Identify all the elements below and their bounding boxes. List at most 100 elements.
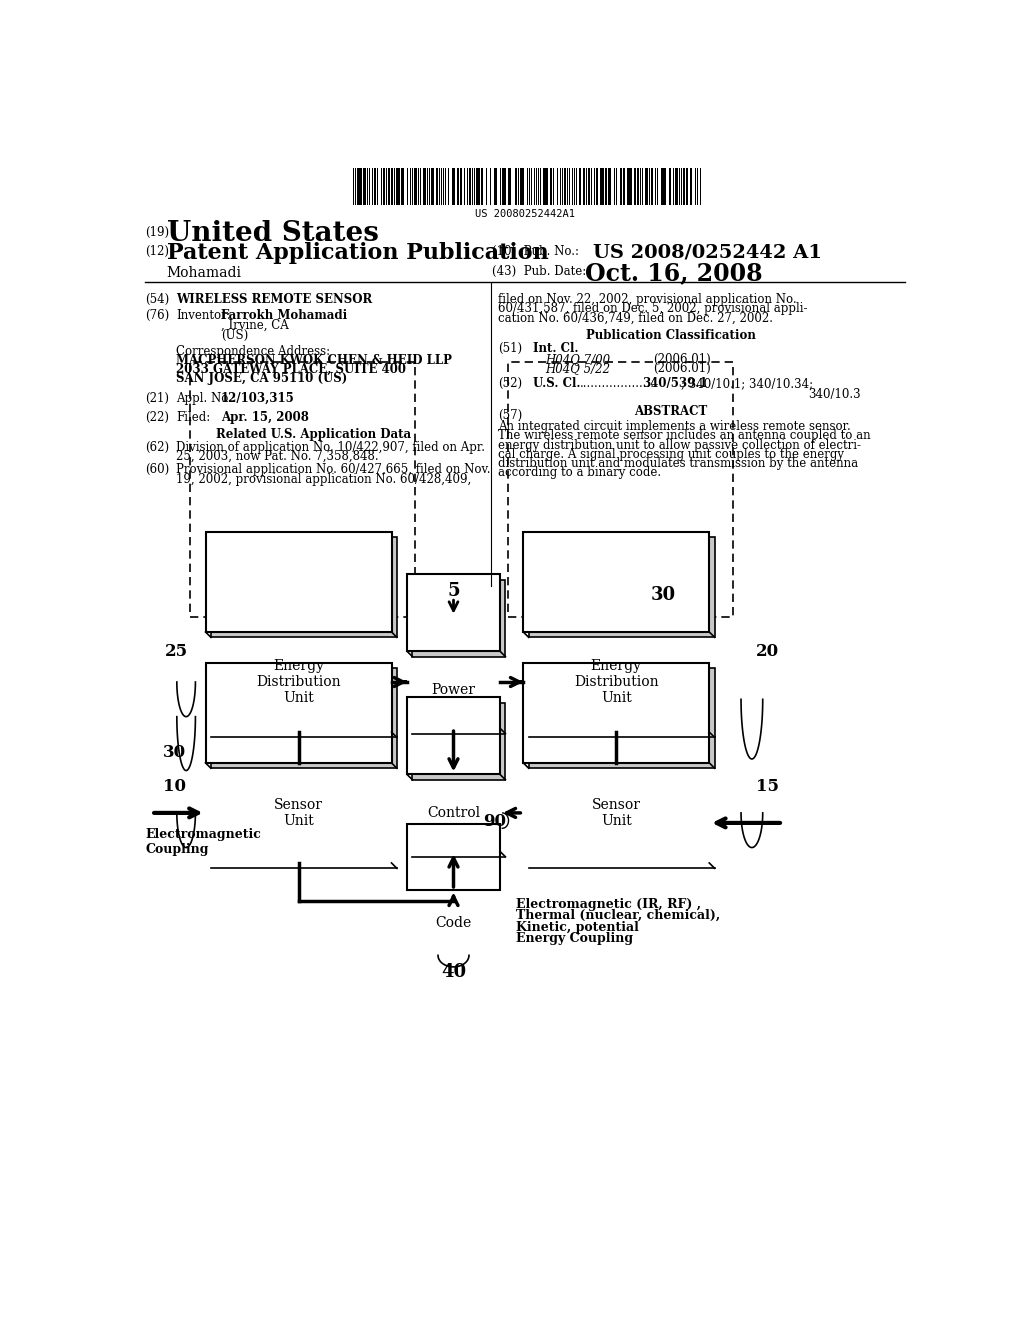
Text: (60): (60) xyxy=(145,463,169,477)
Text: Apr. 15, 2008: Apr. 15, 2008 xyxy=(221,411,309,424)
Text: Inventor:: Inventor: xyxy=(176,309,230,322)
Bar xyxy=(489,168,492,205)
Text: Mohamadi: Mohamadi xyxy=(167,267,242,280)
Text: (22): (22) xyxy=(145,411,169,424)
Text: ; 340/10.1; 340/10.34;: ; 340/10.1; 340/10.34; xyxy=(681,378,813,391)
Bar xyxy=(646,168,648,205)
Text: (54): (54) xyxy=(145,293,169,306)
Text: Division of application No. 10/422,907, filed on Apr.: Division of application No. 10/422,907, … xyxy=(176,441,485,454)
Bar xyxy=(624,168,625,205)
Text: (2006.01): (2006.01) xyxy=(653,363,712,375)
Text: 15: 15 xyxy=(756,779,778,795)
Text: (19): (19) xyxy=(145,226,169,239)
Bar xyxy=(596,168,598,205)
Bar xyxy=(523,532,710,632)
Bar xyxy=(617,168,621,205)
Text: (43)  Pub. Date:: (43) Pub. Date: xyxy=(493,264,587,277)
Text: The wireless remote sensor includes an antenna coupled to an: The wireless remote sensor includes an a… xyxy=(499,429,871,442)
Bar xyxy=(649,168,650,205)
Text: Correspondence Address:: Correspondence Address: xyxy=(176,345,330,358)
Text: Related U.S. Application Data: Related U.S. Application Data xyxy=(216,428,412,441)
Bar xyxy=(528,668,715,768)
Text: Code: Code xyxy=(435,916,472,929)
Text: Energy
Distribution
Unit: Energy Distribution Unit xyxy=(256,659,341,705)
Bar xyxy=(634,168,636,205)
Text: 30: 30 xyxy=(650,586,675,603)
Text: filed on Nov. 22, 2002, provisional application No.: filed on Nov. 22, 2002, provisional appl… xyxy=(499,293,797,306)
Text: US 2008/0252442 A1: US 2008/0252442 A1 xyxy=(593,243,822,261)
Bar xyxy=(658,168,659,205)
Text: 25, 2003, now Pat. No. 7,358,848.: 25, 2003, now Pat. No. 7,358,848. xyxy=(176,450,379,463)
Text: .....................: ..................... xyxy=(580,378,658,391)
Bar xyxy=(675,168,678,205)
Bar xyxy=(627,168,629,205)
Bar xyxy=(611,168,614,205)
Text: ABSTRACT: ABSTRACT xyxy=(634,405,708,418)
Text: Patent Application Publication: Patent Application Publication xyxy=(167,242,549,264)
Text: 340/539.1: 340/539.1 xyxy=(642,378,708,391)
Bar xyxy=(642,168,643,205)
Text: Publication Classification: Publication Classification xyxy=(586,330,756,342)
Text: 12/103,315: 12/103,315 xyxy=(221,392,295,405)
Text: 2033 GATEWAY PLACE, SUITE 400: 2033 GATEWAY PLACE, SUITE 400 xyxy=(176,363,407,376)
Bar xyxy=(592,168,594,205)
Text: (62): (62) xyxy=(145,441,169,454)
Bar xyxy=(442,168,444,205)
Bar xyxy=(478,168,480,205)
Bar xyxy=(429,168,430,205)
Bar xyxy=(414,168,416,205)
Bar xyxy=(434,168,436,205)
Bar xyxy=(407,697,500,775)
Text: (51): (51) xyxy=(499,342,522,355)
Bar xyxy=(686,168,688,205)
Bar xyxy=(496,168,497,205)
Bar xyxy=(668,168,669,205)
Text: Electromagnetic
Coupling: Electromagnetic Coupling xyxy=(145,829,261,857)
Bar xyxy=(558,168,560,205)
Bar xyxy=(377,168,378,205)
Bar xyxy=(206,663,391,763)
Bar xyxy=(598,168,600,205)
Bar xyxy=(190,363,415,616)
Bar xyxy=(680,168,681,205)
Bar xyxy=(614,168,616,205)
Bar xyxy=(524,168,525,205)
Bar xyxy=(388,168,390,205)
Text: MACPHERSON KWOK CHEN & HEID LLP: MACPHERSON KWOK CHEN & HEID LLP xyxy=(176,354,452,367)
Bar xyxy=(512,168,515,205)
Text: 60/431,587, filed on Dec. 5, 2002, provisional appli-: 60/431,587, filed on Dec. 5, 2002, provi… xyxy=(499,302,808,315)
Bar xyxy=(602,168,604,205)
Text: (12): (12) xyxy=(145,246,169,259)
Text: H04Q 7/00: H04Q 7/00 xyxy=(545,354,610,366)
Bar xyxy=(481,168,483,205)
Bar xyxy=(506,168,508,205)
Bar xyxy=(408,168,410,205)
Bar xyxy=(544,168,547,205)
Bar xyxy=(438,168,440,205)
Bar xyxy=(471,168,472,205)
Bar xyxy=(419,168,420,205)
Bar xyxy=(423,168,426,205)
Bar xyxy=(370,168,372,205)
Text: An integrated circuit implements a wireless remote sensor.: An integrated circuit implements a wirel… xyxy=(499,420,851,433)
Text: (57): (57) xyxy=(499,409,522,421)
Bar xyxy=(394,168,396,205)
Bar xyxy=(211,668,397,768)
Bar xyxy=(398,168,400,205)
Text: Filed:: Filed: xyxy=(176,411,210,424)
Bar xyxy=(591,168,592,205)
Bar xyxy=(540,168,541,205)
Text: Energy Coupling: Energy Coupling xyxy=(515,932,633,945)
Bar xyxy=(548,168,550,205)
Bar xyxy=(630,168,632,205)
Bar xyxy=(488,168,489,205)
Bar xyxy=(406,168,407,205)
Bar xyxy=(518,168,520,205)
Text: 10: 10 xyxy=(163,779,186,795)
Text: Appl. No.:: Appl. No.: xyxy=(176,392,236,405)
Bar xyxy=(469,168,471,205)
Text: 19, 2002, provisional application No. 60/428,409,: 19, 2002, provisional application No. 60… xyxy=(176,473,471,486)
Bar xyxy=(563,168,566,205)
Text: Sensor
Unit: Sensor Unit xyxy=(592,797,641,828)
Bar xyxy=(501,168,503,205)
